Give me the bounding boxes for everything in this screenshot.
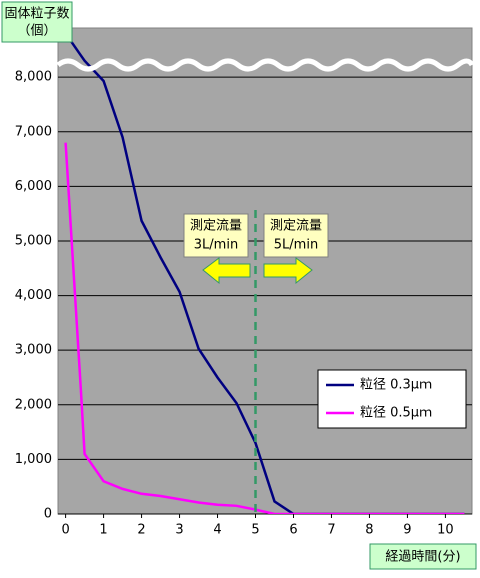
x-tick-label: 9: [403, 523, 411, 538]
annotation: 3L/min: [194, 238, 238, 253]
x-tick-label: 6: [289, 523, 297, 538]
x-tick-label: 1: [99, 523, 107, 538]
annotation-box: [183, 213, 249, 258]
y-tick-label: 4,000: [15, 288, 52, 303]
annotation: 測定流量: [190, 219, 242, 234]
y-tick-label: 2,000: [15, 397, 52, 412]
x-tick-label: 5: [251, 523, 259, 538]
y-tick-label: 6,000: [15, 179, 52, 194]
axis-break: [56, 58, 475, 72]
x-tick-label: 2: [137, 523, 145, 538]
x-tick-label: 8: [365, 523, 373, 538]
y-tick-label: 3,000: [15, 343, 52, 358]
x-tick-label: 7: [327, 523, 335, 538]
y-tick-label: 5,000: [15, 233, 52, 248]
ylabel-box: [1, 1, 73, 43]
y-tick-label: 0: [44, 507, 52, 522]
arrow-right: [263, 257, 313, 285]
xlabel-box: [369, 543, 477, 570]
legend: [317, 369, 467, 429]
annotation: 測定流量: [270, 219, 322, 234]
x-axis-title: 経過時間(分): [385, 550, 460, 565]
y-tick-label: 7,000: [15, 124, 52, 139]
annotation-box: [263, 213, 329, 258]
y-tick-label: 1,000: [15, 452, 52, 467]
legend-label: 粒径 0.5μｍ: [360, 406, 432, 421]
x-tick-label: 4: [213, 523, 221, 538]
series-line: [64, 32, 465, 514]
y-tick-label: 8,000: [15, 70, 52, 85]
annotation: 5L/min: [274, 238, 318, 253]
legend-label: 粒径 0.3μｍ: [360, 378, 432, 393]
x-tick-label: 10: [437, 523, 454, 538]
arrow-left: [202, 257, 251, 285]
x-tick-label: 0: [61, 523, 69, 538]
y-axis-title: 固体粒子数: [4, 7, 69, 22]
x-tick-label: 3: [175, 523, 183, 538]
y-axis-title: （個）: [17, 24, 56, 39]
